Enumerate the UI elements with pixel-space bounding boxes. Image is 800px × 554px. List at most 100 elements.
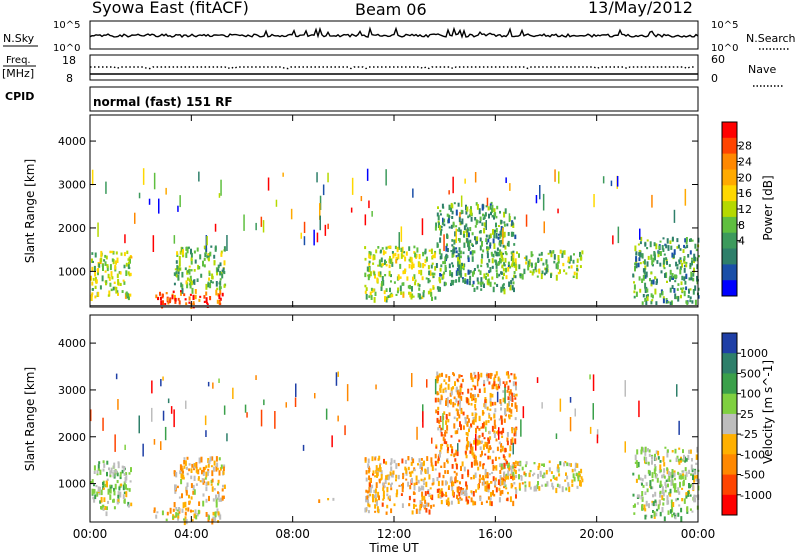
echo-cell <box>420 269 423 276</box>
echo-cell <box>651 456 653 460</box>
echo-cell <box>490 481 492 484</box>
echo-cell <box>516 251 518 254</box>
echo-cell <box>370 287 373 291</box>
echo-cell <box>677 244 680 249</box>
echo-cell <box>367 463 370 468</box>
echo-cell <box>377 468 380 472</box>
echo-cell <box>469 239 472 243</box>
echo-cell <box>447 418 450 423</box>
echo-cell <box>493 208 496 213</box>
echo-streak <box>442 413 444 431</box>
power-panel-frame <box>89 114 699 308</box>
echo-cell <box>439 237 442 243</box>
echo-cell <box>379 271 382 275</box>
echo-cell <box>580 476 583 480</box>
echo-cell <box>453 247 456 254</box>
echo-cell <box>550 251 553 258</box>
echo-cell <box>187 269 190 273</box>
echo-cell <box>502 454 505 458</box>
echo-streak <box>322 184 325 196</box>
echo-streak <box>411 373 413 388</box>
echo-cell <box>658 245 661 250</box>
echo-cell <box>194 289 197 294</box>
freq-left-tick-bottom: 8 <box>66 72 73 85</box>
echo-cell <box>452 279 455 283</box>
echo-cell <box>488 381 491 385</box>
echo-cell <box>486 242 488 245</box>
echo-cell <box>581 478 584 483</box>
echo-cell <box>114 264 117 270</box>
echo-cell <box>205 291 208 296</box>
echo-cell <box>564 461 567 464</box>
echo-cell <box>428 474 431 480</box>
echo-cell <box>671 236 674 241</box>
echo-streak <box>285 402 287 408</box>
echo-cell <box>688 288 690 294</box>
echo-cell <box>509 265 512 269</box>
echo-cell <box>122 279 125 282</box>
echo-cell <box>525 461 528 465</box>
echo-cell <box>367 502 370 507</box>
echo-cell <box>182 470 184 474</box>
colorbar-segment <box>722 474 737 496</box>
echo-cell <box>480 264 483 268</box>
echo-cell <box>691 468 694 473</box>
echo-cell <box>378 479 381 484</box>
echo-cell <box>470 447 473 451</box>
echo-cell <box>193 269 196 272</box>
echo-cell <box>514 460 517 465</box>
echo-cell <box>640 449 643 455</box>
echo-cell <box>475 438 478 444</box>
echo-cell <box>484 397 487 401</box>
echo-cell <box>564 479 567 482</box>
echo-cell <box>513 271 516 275</box>
echo-cell <box>644 242 647 247</box>
echo-cell <box>666 261 668 265</box>
echo-cell <box>457 412 460 416</box>
echo-cell <box>640 446 643 451</box>
echo-cell <box>412 276 414 281</box>
echo-cell <box>524 484 527 488</box>
echo-cell <box>659 511 662 517</box>
echo-cell <box>110 484 113 489</box>
echo-cell <box>109 250 112 254</box>
echo-cell <box>474 217 477 221</box>
echo-cell <box>390 458 393 464</box>
echo-cell <box>190 258 193 265</box>
echo-streak <box>152 235 155 252</box>
echo-cell <box>97 468 100 471</box>
echo-cell <box>510 264 513 267</box>
echo-cell <box>178 267 181 271</box>
echo-cell <box>657 450 660 456</box>
echo-cell <box>380 286 383 291</box>
echo-cell <box>370 294 373 300</box>
echo-cell <box>377 246 380 249</box>
echo-cell <box>681 487 684 490</box>
echo-cell <box>390 483 392 487</box>
echo-cell <box>689 288 692 291</box>
echo-cell <box>185 486 188 492</box>
echo-cell <box>652 279 655 285</box>
echo-cell <box>203 257 206 261</box>
echo-cell <box>489 392 492 398</box>
echo-cell <box>576 258 579 263</box>
echo-cell <box>434 468 437 471</box>
echo-cell <box>678 447 681 450</box>
echo-cell <box>466 238 469 242</box>
echo-cell <box>412 458 415 464</box>
echo-cell <box>684 467 687 472</box>
echo-cell <box>446 501 448 505</box>
echo-streak <box>477 371 480 382</box>
echo-cell <box>217 492 220 498</box>
echo-cell <box>682 473 685 476</box>
echo-cell <box>510 476 513 479</box>
echo-cell <box>642 484 645 488</box>
echo-cell <box>219 286 222 290</box>
echo-cell <box>390 487 393 491</box>
echo-cell <box>652 501 655 507</box>
echo-cell <box>467 473 470 478</box>
echo-cell <box>182 502 185 509</box>
echo-cell <box>677 296 680 302</box>
echo-cell <box>457 392 460 398</box>
echo-cell <box>648 449 651 453</box>
